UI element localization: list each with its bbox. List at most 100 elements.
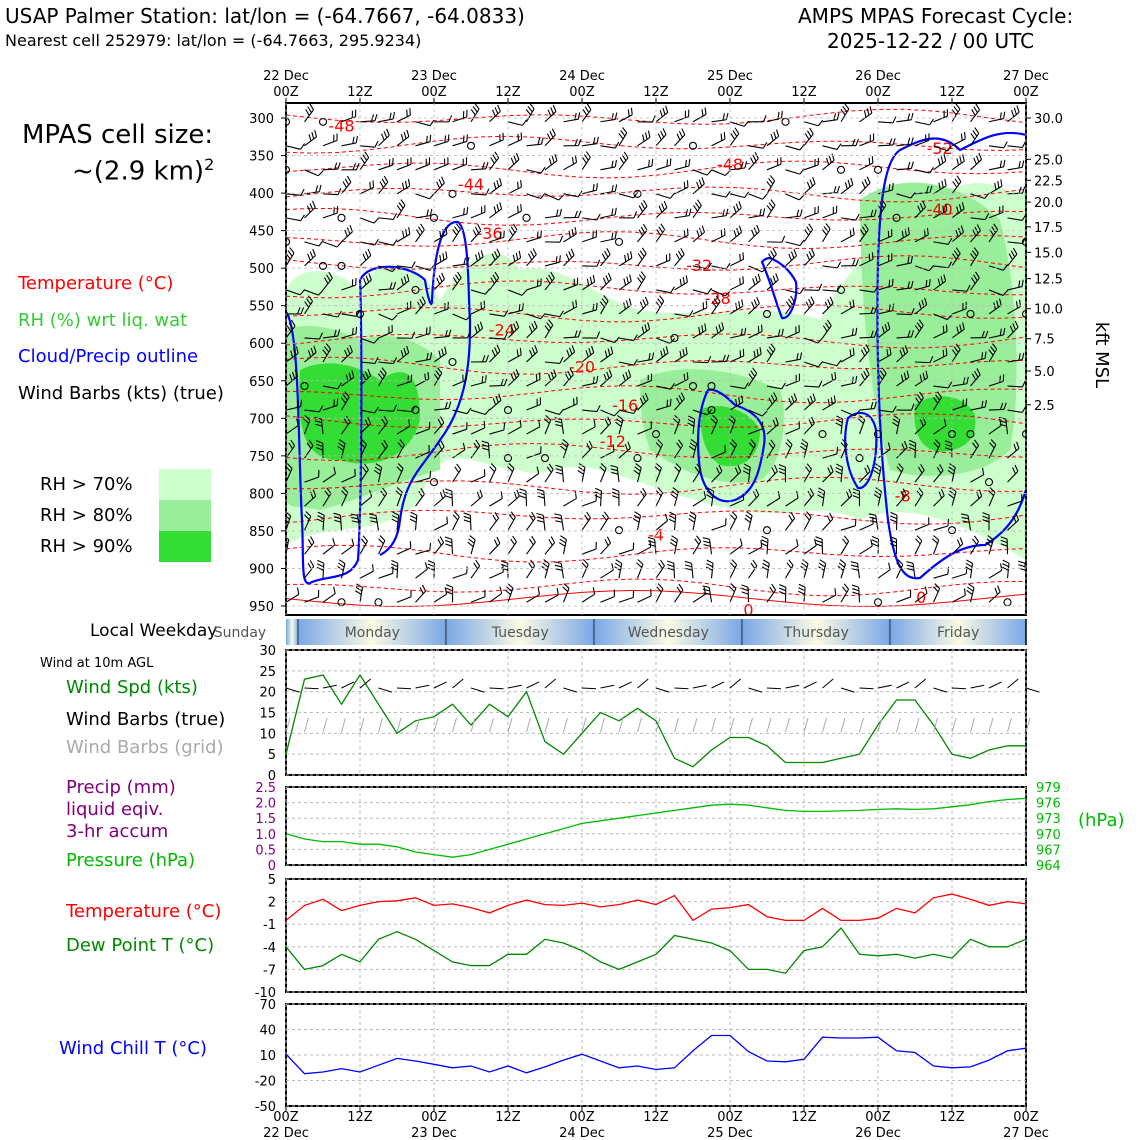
barb-staff: [542, 515, 546, 531]
wind-barb: [304, 511, 312, 531]
wind-barb: [378, 282, 397, 291]
barb-feather: [851, 568, 859, 571]
barb-staff: [729, 258, 744, 267]
calm-circle: [1021, 309, 1026, 319]
barb-staff: [563, 233, 577, 243]
barb-staff: [933, 210, 948, 219]
barb-staff: [970, 357, 986, 363]
wind-barb: [951, 225, 965, 243]
legend-rh80-swatch: [159, 500, 211, 531]
barb-staff: [378, 493, 388, 507]
barb-feather: [743, 466, 751, 472]
barb-staff: [655, 520, 668, 531]
wind-barb: [822, 205, 838, 219]
barb-staff: [433, 495, 446, 507]
barb-feather: [741, 587, 749, 592]
barb-staff: [396, 185, 411, 195]
barb-staff: [729, 588, 737, 603]
barb-feather: [477, 224, 482, 231]
wind-barb: [396, 227, 411, 243]
wind-barb: [452, 407, 472, 415]
wind-barb: [396, 589, 412, 603]
barb-feather: [951, 349, 957, 356]
barb-staff: [507, 541, 518, 555]
barb-staff: [341, 181, 352, 195]
wind-barb-grid: [914, 717, 920, 733]
barb-feather: [835, 470, 843, 475]
barb-staff: [988, 569, 1003, 579]
barb-feather: [682, 348, 685, 357]
calm-circle: [429, 213, 439, 222]
barb-feather: [991, 226, 997, 233]
barb-staff: [616, 467, 620, 483]
barb-staff: [692, 289, 708, 295]
barb-feather: [863, 370, 868, 378]
wind-barb: [822, 588, 837, 603]
barb-feather: [515, 368, 520, 376]
barb-staff: [970, 132, 980, 147]
wind-barb: [692, 323, 707, 339]
wind-barb: [396, 374, 413, 387]
wind-barb: [859, 306, 878, 315]
barb-feather: [752, 278, 756, 286]
barb-feather: [939, 464, 944, 471]
temperature-contour: [286, 108, 1026, 125]
barb-staff: [729, 355, 744, 363]
barb-staff: [748, 331, 763, 339]
wind-barb: [286, 214, 305, 222]
wind-barb: [896, 559, 904, 579]
barb-staff: [452, 263, 468, 267]
barb-feather: [679, 350, 682, 358]
barb-feather: [760, 542, 768, 547]
wind-barb: [982, 512, 990, 531]
barb-staff: [433, 422, 445, 435]
barb-feather: [829, 296, 834, 304]
wind-barb-true: [877, 684, 892, 689]
barb-feather: [670, 538, 678, 544]
barb-feather: [612, 491, 620, 496]
barb-feather: [915, 397, 920, 404]
barb-staff: [914, 285, 930, 291]
wind-barb-grid: [600, 717, 605, 733]
wind-barb: [544, 310, 564, 318]
barb-staff: [748, 280, 761, 291]
barb-feather: [701, 109, 704, 117]
wind-barb: [618, 211, 638, 219]
barb-staff: [433, 523, 448, 531]
barb-feather: [1002, 563, 1009, 568]
barb-staff: [341, 142, 357, 147]
barb-feather: [678, 394, 683, 402]
barb-feather: [768, 253, 773, 260]
wind-barb: [951, 247, 961, 267]
wind-barb: [286, 369, 298, 387]
barb-feather: [706, 494, 713, 499]
barb-feather: [685, 159, 687, 167]
wind-barb: [822, 153, 835, 171]
barb-feather: [676, 133, 681, 141]
barb-feather: [373, 337, 380, 344]
wind-barb: [526, 230, 542, 243]
top-hour-label: 00Z: [1013, 85, 1039, 100]
wind-barb: [507, 368, 520, 387]
barb-staff: [673, 539, 678, 555]
barb-feather: [426, 209, 429, 217]
wind-barb: [1007, 441, 1020, 459]
barb-feather: [761, 535, 769, 540]
barb-feather: [680, 248, 685, 255]
barb-staff: [560, 563, 565, 579]
wind-barb: [933, 145, 953, 152]
barb-feather: [534, 344, 538, 352]
barb-staff: [655, 112, 669, 123]
barb-feather: [936, 466, 942, 474]
barb-staff: [544, 111, 557, 123]
barb-feather: [392, 111, 396, 120]
wind-barb: [840, 375, 858, 387]
chill-ytick-label: -50: [255, 1100, 276, 1115]
barb-feather: [318, 289, 324, 296]
barb-feather: [527, 253, 533, 261]
barb-feather: [682, 277, 685, 285]
barb-staff: [748, 158, 759, 171]
barb-feather: [655, 301, 661, 308]
barb-feather: [915, 538, 921, 545]
top-hour-label: 12Z: [939, 85, 965, 100]
